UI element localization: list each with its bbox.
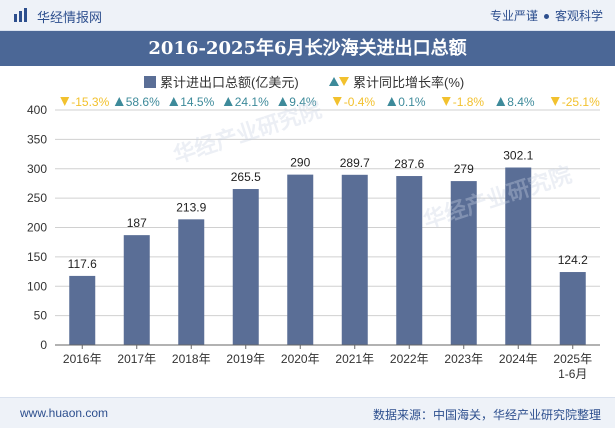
logo-text: 华经情报网 [37,10,103,25]
bar [450,181,477,345]
growth-up-triangle-icon [169,97,179,106]
footer-site-url: www.huaon.com [20,406,109,420]
tagline-separator-dot [543,14,549,20]
legend-label-total: 累计进出口总额(亿美元) [160,75,299,90]
x-tick-label: 2022年 [390,352,429,366]
growth-up-triangle-icon [496,97,506,106]
value-label: 117.6 [68,257,97,271]
footer-data-source: 数据来源：中国海关，华经产业研究院整理 [372,408,601,422]
tagline-left: 专业严谨 [489,9,538,23]
bar [341,174,368,345]
growth-row: -15.3% 58.6% 14.5% 24.1% 9.4% -0.4% 0.1% -1.8% 8… [60,95,600,109]
bar [123,235,150,345]
x-tick-label: 2021年 [335,352,374,366]
value-label: 213.9 [176,200,206,214]
growth-label: 58.6% [126,95,160,109]
y-tick-label: 50 [34,309,48,323]
growth-label: 24.1% [235,95,269,109]
bar [178,219,205,345]
x-tick-label: 2024年 [499,352,538,366]
growth-label: -0.4% [344,95,376,109]
y-tick-label: 100 [27,279,47,293]
x-tick-label: 2019年 [226,352,265,366]
x-tick-label: 2018年 [172,352,211,366]
y-tick-label: 350 [27,132,47,146]
y-tick-label: 0 [40,338,47,352]
value-label: 187 [127,216,147,230]
bar [232,189,259,345]
y-tick-label: 300 [27,162,47,176]
chart-title: 2016-2025年6月长沙海关进出口总额 [0,31,615,66]
x-tick-label: 2023年 [444,352,483,366]
growth-down-triangle-icon [332,97,342,106]
y-tick-label: 400 [27,103,47,117]
value-label: 287.6 [394,157,424,171]
bar [69,275,96,345]
top-header-bar: 华经情报网 专业严谨 客观科学 [0,0,615,31]
growth-up-triangle-icon [223,97,233,106]
x-axis: 2016年 2017年 2018年 2019年 2020年 2021年 2022年 2023年… [55,344,600,381]
legend-swatch-bar [144,76,156,88]
footer-bar: www.huaon.com 数据来源：中国海关，华经产业研究院整理 [0,397,615,428]
growth-label: -1.8% [453,95,485,109]
y-tick-label: 150 [27,250,47,264]
bar [396,176,423,345]
value-labels: 117.6 187 213.9 265.5 290 289.7 287.6 279 302.1 1… [68,149,588,271]
x-tick-label: 2025年 [553,352,592,366]
value-label: 289.7 [340,156,370,170]
y-axis: 0 50 100 150 200 250 300 350 400 [27,103,47,352]
logo-icon [14,8,27,22]
value-label: 290 [290,156,310,170]
bars [69,167,586,345]
y-tick-label: 200 [27,221,47,235]
chart-legend: 累计进出口总额(亿美元) 累计同比增长率(%) [0,72,615,90]
growth-up-triangle-icon [278,97,288,106]
tagline: 专业严谨 客观科学 [490,7,603,24]
bar [505,167,532,345]
legend-up-triangle-icon [329,77,339,86]
x-tick-label: 2017年 [117,352,156,366]
growth-down-triangle-icon [550,97,560,106]
growth-label: 0.1% [398,95,426,109]
value-label: 265.5 [231,170,261,184]
growth-down-triangle-icon [441,97,451,106]
growth-label: 9.4% [289,95,317,109]
bar [559,272,586,345]
x-tick-sublabel: 1-6月 [558,367,587,381]
growth-label: -25.1% [562,95,600,109]
growth-label: 8.4% [507,95,535,109]
y-tick-label: 250 [27,191,47,205]
bar-chart: 0 50 100 150 200 250 300 350 400 -15.3% 58.6% 14.5… [27,95,600,381]
value-label: 302.1 [503,149,533,163]
x-tick-label: 2020年 [281,352,320,366]
legend-label-growth: 累计同比增长率(%) [353,75,465,90]
legend-item-growth: 累计同比增长率(%) [329,72,464,91]
legend-down-triangle-icon [339,77,349,86]
bar [287,174,314,345]
growth-label: -15.3% [71,95,109,109]
value-label: 124.2 [558,253,588,267]
growth-up-triangle-icon [387,97,397,106]
tagline-right: 客观科学 [554,9,603,23]
x-tick-label: 2016年 [63,352,102,366]
growth-down-triangle-icon [60,97,70,106]
growth-up-triangle-icon [114,97,124,106]
value-label: 279 [454,162,474,176]
legend-item-total: 累计进出口总额(亿美元) [144,72,299,91]
growth-label: 14.5% [180,95,214,109]
